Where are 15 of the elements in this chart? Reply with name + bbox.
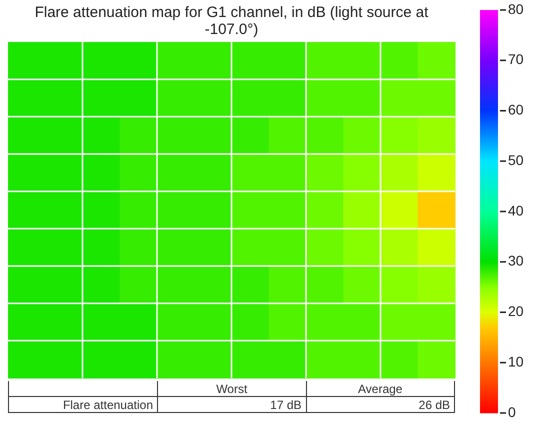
text: 17 dB [158,396,306,412]
text: Average [306,381,454,396]
color-bar-label: 80 [508,0,524,17]
color-bar-label: 70 [508,51,524,68]
color-bar-label: 10 [508,353,524,370]
color-bar-label: 60 [508,102,524,118]
text: 26 dB [306,396,454,412]
chart-title: Flare attenuation map for G1 channel, in dB (light source at -107.0°) [34,4,430,38]
text: Flare attenuation [8,396,158,412]
color-bar-label: 50 [508,152,524,168]
color-bar-label: 0 [508,404,516,420]
text: Worst [158,381,306,396]
color-bar-label: 30 [508,252,524,269]
color-bar-label: 20 [508,303,524,320]
color-bar-label: 40 [508,202,524,218]
